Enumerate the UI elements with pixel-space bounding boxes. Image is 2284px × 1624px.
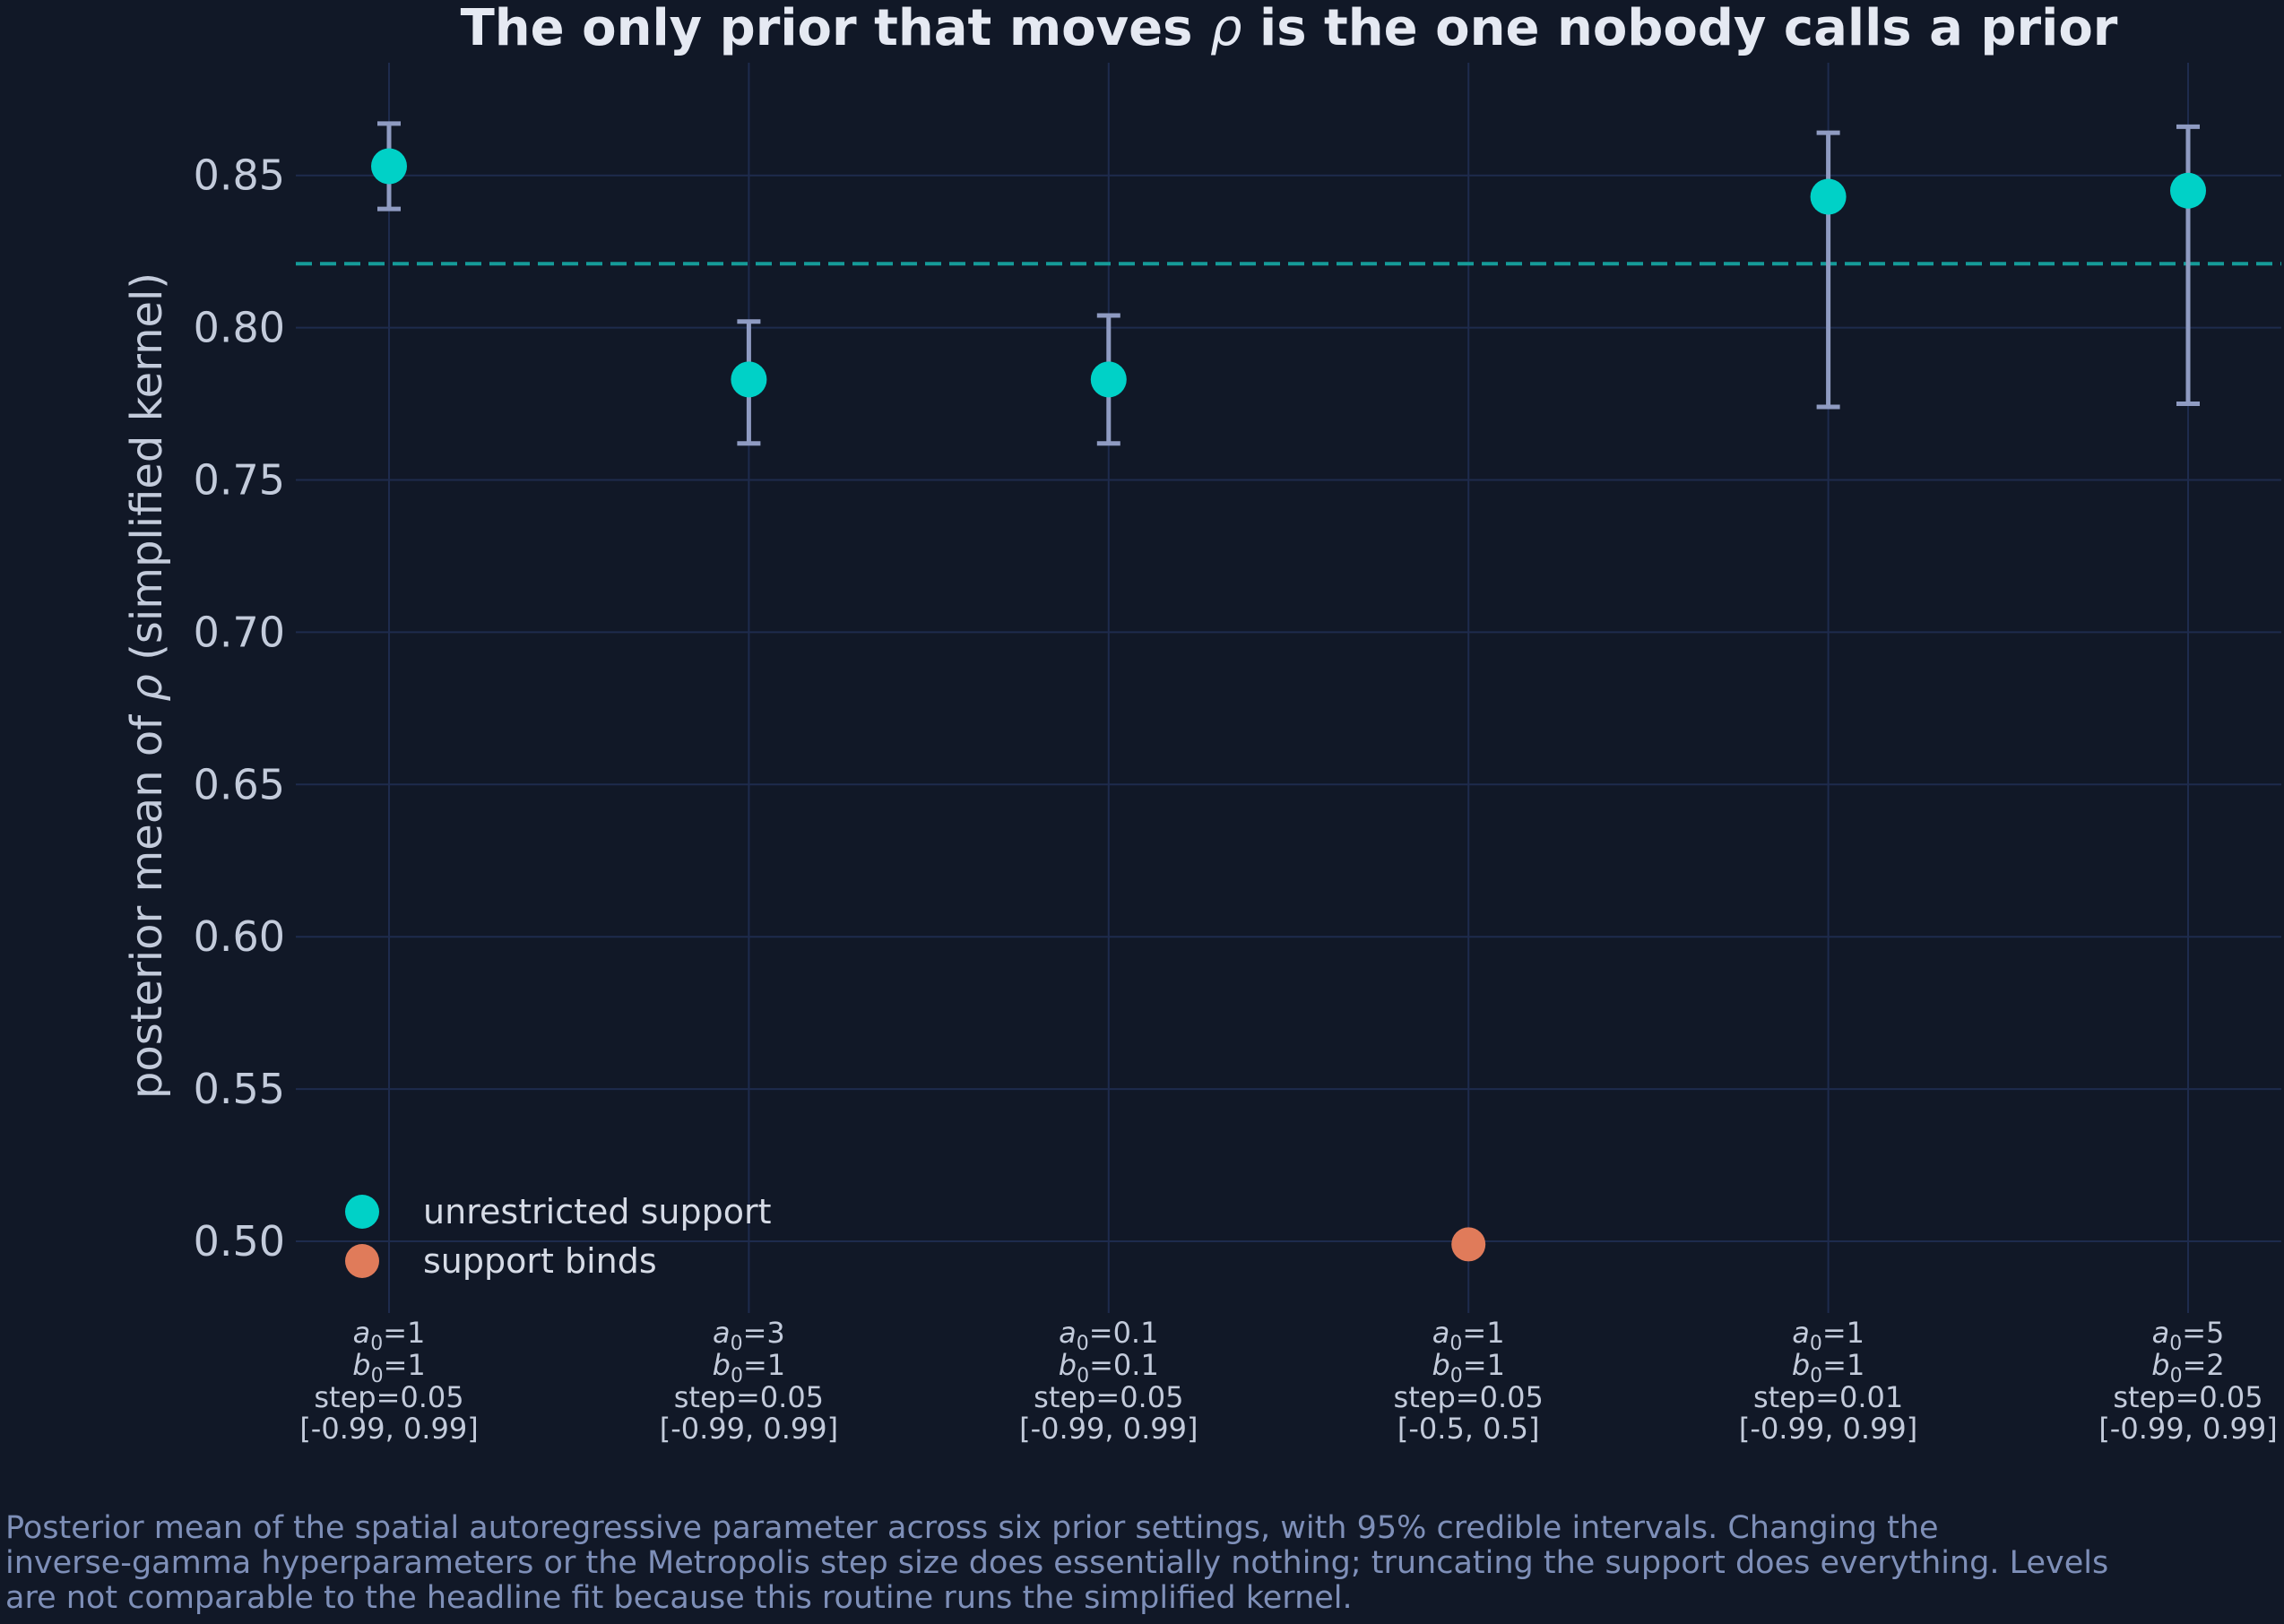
x-tick-step-label: step=0.05 <box>674 1380 824 1414</box>
data-point-unrestricted <box>2170 172 2206 209</box>
x-tick-support-label: [-0.99, 0.99] <box>1739 1412 1917 1446</box>
x-tick-support-label: [-0.99, 0.99] <box>660 1412 838 1446</box>
y-tick-label: 0.60 <box>194 912 285 961</box>
data-point-unrestricted <box>1810 178 1847 215</box>
x-tick-step-label: step=0.05 <box>2113 1380 2262 1414</box>
y-tick-label: 0.55 <box>194 1065 285 1113</box>
x-tick-b0-label: b0=1 <box>1792 1348 1864 1387</box>
x-tick-b0-label: b0=1 <box>352 1348 425 1387</box>
data-point-support-binds <box>1451 1227 1486 1262</box>
legend-label: support binds <box>423 1241 657 1281</box>
legend: unrestricted support support binds <box>345 1192 771 1281</box>
y-axis-label: posterior mean of ρ (simplified kernel) <box>122 272 172 1099</box>
legend-label: unrestricted support <box>423 1192 771 1231</box>
x-tick-step-label: step=0.01 <box>1753 1380 1903 1414</box>
y-tick-label: 0.85 <box>194 151 285 200</box>
y-tick-label: 0.80 <box>194 304 285 352</box>
x-tick-step-label: step=0.05 <box>1394 1380 1544 1414</box>
data-point-unrestricted <box>371 148 407 185</box>
x-tick-a0-value: 3 <box>766 1316 784 1350</box>
x-tick-a0-value: 1 <box>407 1316 425 1350</box>
x-tick-a0-label: a0=3 <box>713 1316 785 1355</box>
y-tick-label: 0.75 <box>194 456 285 505</box>
x-tick-a0-value: 5 <box>2206 1316 2224 1350</box>
x-tick-b0-value: 0.1 <box>1113 1348 1159 1382</box>
x-tick-a0-value: 1 <box>1486 1316 1504 1350</box>
rho-symbol: ρ <box>122 674 172 701</box>
x-tick-b0-label: b0=2 <box>2151 1348 2224 1387</box>
y-tick-label: 0.65 <box>194 760 285 808</box>
grid-layer <box>296 63 2281 1313</box>
y-axis-ticks: 0.50 0.55 0.60 0.65 0.70 0.75 0.80 0.85 <box>194 151 285 1266</box>
x-tick-a0-label: a0=1 <box>353 1316 426 1355</box>
chart-title: The only prior that moves ρ is the one n… <box>461 0 2118 57</box>
x-tick-a0-value: 0.1 <box>1113 1316 1159 1350</box>
legend-marker <box>345 1244 379 1278</box>
errorbar-layer <box>377 121 2200 446</box>
x-tick-a0-label: a0=1 <box>1432 1316 1505 1355</box>
x-tick-b0-value: 1 <box>1847 1348 1864 1382</box>
x-tick-b0-value: 1 <box>407 1348 425 1382</box>
x-tick-support-label: [-0.99, 0.99] <box>299 1412 478 1446</box>
rho-symbol: ρ <box>1210 0 1242 57</box>
x-tick-support-label: [-0.99, 0.99] <box>1019 1412 1198 1446</box>
data-point-unrestricted <box>731 361 767 398</box>
x-tick-b0-label: b0=0.1 <box>1059 1348 1159 1387</box>
x-tick-support-label: [-0.5, 0.5] <box>1397 1412 1540 1446</box>
x-tick-b0-label: b0=1 <box>1432 1348 1504 1387</box>
y-tick-label: 0.70 <box>194 608 285 656</box>
x-tick-b0-value: 2 <box>2206 1348 2224 1382</box>
x-tick-a0-label: a0=1 <box>1792 1316 1864 1355</box>
data-point-unrestricted <box>1090 361 1127 398</box>
x-tick-b0-value: 1 <box>767 1348 785 1382</box>
x-tick-b0-value: 1 <box>1487 1348 1505 1382</box>
x-tick-a0-label: a0=5 <box>2152 1316 2225 1355</box>
y-tick-label: 0.50 <box>194 1217 285 1266</box>
x-tick-a0-value: 1 <box>1847 1316 1864 1350</box>
x-tick-step-label: step=0.05 <box>1034 1380 1183 1414</box>
x-tick-step-label: step=0.05 <box>314 1380 463 1414</box>
x-tick-a0-label: a0=0.1 <box>1059 1316 1158 1355</box>
figure-caption: Posterior mean of the spatial autoregres… <box>5 1510 2109 1616</box>
x-tick-b0-label: b0=1 <box>713 1348 785 1387</box>
x-tick-support-label: [-0.99, 0.99] <box>2098 1412 2277 1446</box>
point-layer <box>371 148 2206 1262</box>
legend-marker <box>345 1195 379 1229</box>
